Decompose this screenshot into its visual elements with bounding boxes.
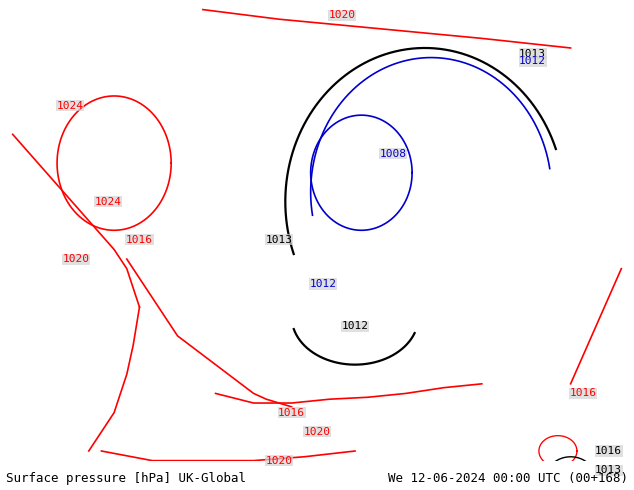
Text: Surface pressure [hPa] UK-Global: Surface pressure [hPa] UK-Global: [6, 472, 247, 485]
Text: 1020: 1020: [266, 456, 292, 466]
Text: 1024: 1024: [94, 196, 121, 206]
Text: 1013: 1013: [266, 235, 292, 245]
Text: 1016: 1016: [126, 235, 153, 245]
Text: 1020: 1020: [329, 10, 356, 21]
Text: 1012: 1012: [342, 321, 368, 331]
Text: 1024: 1024: [56, 100, 83, 111]
Text: 1013: 1013: [595, 465, 622, 475]
Text: 1020: 1020: [63, 254, 89, 264]
Text: 1020: 1020: [304, 427, 330, 437]
Text: We 12-06-2024 00:00 UTC (00+168): We 12-06-2024 00:00 UTC (00+168): [387, 472, 628, 485]
Text: 1016: 1016: [570, 389, 597, 398]
Text: 1016: 1016: [278, 408, 305, 417]
Text: 1013: 1013: [519, 49, 546, 59]
Text: 1008: 1008: [380, 148, 406, 159]
Text: 1012: 1012: [519, 56, 546, 67]
Text: 1012: 1012: [310, 279, 337, 289]
Text: 1016: 1016: [595, 446, 622, 456]
